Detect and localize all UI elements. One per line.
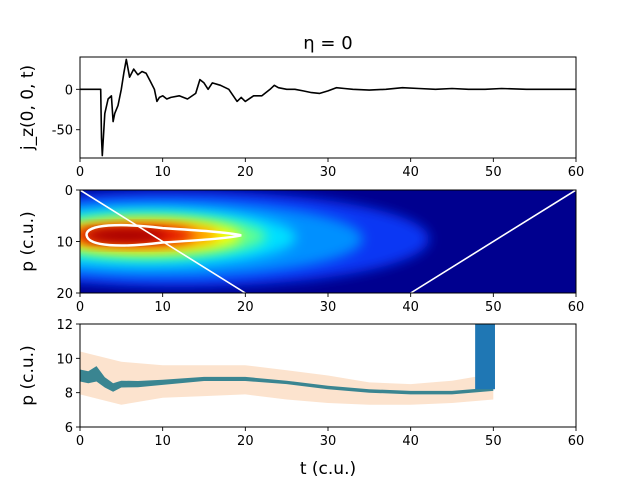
x-tick-label: 10 <box>154 434 171 449</box>
x-tick-label: 40 <box>402 165 419 180</box>
y-tick-label: 0 <box>65 184 73 199</box>
y-axis-label: p (c.u.) <box>18 345 38 405</box>
mean-trajectory-band <box>80 366 494 395</box>
spread-band <box>80 351 494 405</box>
heatmap <box>80 190 576 293</box>
x-tick-label: 20 <box>237 300 254 315</box>
x-tick-label: 20 <box>237 165 254 180</box>
x-axis-label: t (c.u.) <box>300 459 356 479</box>
x-tick-label: 30 <box>320 165 337 180</box>
current-density-line <box>80 58 576 157</box>
heatmap-contour <box>85 223 242 247</box>
y-tick-label: 0 <box>65 83 73 98</box>
x-tick-label: 60 <box>568 165 585 180</box>
y-axis-label: j_z(0, 0, t) <box>18 65 38 151</box>
momentum-spectrum-panel: 0 10 20 30 40 50 60 0 10 20 p (c.u.) <box>18 184 585 315</box>
x-tick-label: 50 <box>485 300 502 315</box>
x-tick-label: 50 <box>485 434 502 449</box>
heatmap-band <box>85 229 166 242</box>
x-tick-label: 30 <box>320 434 337 449</box>
x-tick-label: 10 <box>154 165 171 180</box>
x-tick-label: 60 <box>568 434 585 449</box>
momentum-trajectory-panel: 0 10 20 30 40 50 60 6 8 10 12 p (c.u.) t (c.u.) <box>18 318 584 479</box>
y-axis-label: p (c.u.) <box>18 211 38 271</box>
current-density-panel: 0 10 20 30 40 50 60 0 -50 j_z(0, 0, t) <box>18 56 585 180</box>
axes-frame <box>79 56 577 159</box>
x-tick-label: 0 <box>76 165 84 180</box>
y-tick-label: 12 <box>56 318 73 333</box>
y-tick-label: 20 <box>56 287 73 302</box>
y-tick-label: 6 <box>65 421 73 436</box>
chart-title: η = 0 <box>303 33 352 54</box>
y-tick-label: -50 <box>52 124 73 139</box>
x-tick-label: 40 <box>402 434 419 449</box>
y-tick-label: 10 <box>56 236 73 251</box>
x-tick-label: 20 <box>237 434 254 449</box>
x-tick-label: 50 <box>485 165 502 180</box>
axes-frame <box>79 189 577 294</box>
x-tick-label: 0 <box>76 434 84 449</box>
x-tick-label: 60 <box>568 300 585 315</box>
x-tick-label: 10 <box>154 300 171 315</box>
trajectory-plot <box>80 324 495 405</box>
x-tick-label: 0 <box>76 300 84 315</box>
axes-frame <box>79 323 577 428</box>
x-tick-label: 40 <box>402 300 419 315</box>
y-tick-label: 10 <box>56 352 73 367</box>
final-block <box>475 324 495 390</box>
x-tick-label: 30 <box>320 300 337 315</box>
lightcone-line <box>410 190 576 293</box>
lightcone-line <box>80 190 246 293</box>
y-tick-label: 8 <box>65 387 73 402</box>
